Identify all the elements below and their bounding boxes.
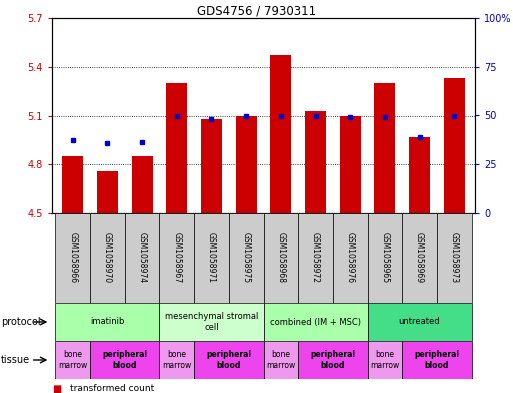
Bar [367, 341, 402, 379]
Text: GSM1058971: GSM1058971 [207, 233, 216, 283]
Text: GSM1058974: GSM1058974 [137, 232, 147, 284]
Bar [90, 213, 125, 303]
Text: mesenchymal stromal
cell: mesenchymal stromal cell [165, 312, 258, 332]
Text: GSM1058970: GSM1058970 [103, 232, 112, 284]
Text: imatinib: imatinib [90, 318, 125, 327]
Bar [63, 156, 83, 213]
Bar [444, 78, 465, 213]
Text: tissue: tissue [1, 355, 30, 365]
Text: GSM1058967: GSM1058967 [172, 232, 181, 284]
Bar [264, 303, 367, 341]
Bar [201, 119, 222, 213]
Bar [55, 341, 90, 379]
Bar [340, 116, 361, 213]
Bar [367, 303, 471, 341]
Text: GSM1058976: GSM1058976 [346, 232, 354, 284]
Text: peripheral
blood: peripheral blood [310, 350, 356, 370]
Bar [264, 213, 298, 303]
Bar [97, 171, 118, 213]
Bar [305, 110, 326, 213]
Bar [166, 83, 187, 213]
Text: GDS4756 / 7930311: GDS4756 / 7930311 [197, 4, 316, 17]
Text: GSM1058973: GSM1058973 [450, 232, 459, 284]
Bar [160, 341, 194, 379]
Bar [409, 137, 430, 213]
Text: GSM1058972: GSM1058972 [311, 233, 320, 283]
Text: GSM1058965: GSM1058965 [380, 232, 389, 284]
Bar [160, 303, 264, 341]
Text: untreated: untreated [399, 318, 440, 327]
Bar [194, 341, 264, 379]
Bar [132, 156, 152, 213]
Text: peripheral
blood: peripheral blood [415, 350, 459, 370]
Text: bone
marrow: bone marrow [162, 350, 191, 370]
Text: transformed count: transformed count [70, 384, 154, 393]
Text: GSM1058975: GSM1058975 [242, 232, 251, 284]
Bar [90, 341, 160, 379]
Text: combined (IM + MSC): combined (IM + MSC) [270, 318, 361, 327]
Text: protocol: protocol [1, 317, 41, 327]
Text: ■: ■ [52, 384, 61, 393]
Bar [264, 341, 298, 379]
Text: bone
marrow: bone marrow [266, 350, 295, 370]
Text: GSM1058968: GSM1058968 [277, 233, 285, 283]
Bar [55, 303, 160, 341]
Text: GSM1058966: GSM1058966 [68, 232, 77, 284]
Bar [298, 213, 333, 303]
Text: peripheral
blood: peripheral blood [102, 350, 147, 370]
Bar [298, 341, 367, 379]
Bar [402, 341, 471, 379]
Bar [55, 213, 90, 303]
Bar [270, 55, 291, 213]
Text: bone
marrow: bone marrow [58, 350, 87, 370]
Bar [229, 213, 264, 303]
Text: peripheral
blood: peripheral blood [206, 350, 251, 370]
Bar [236, 116, 256, 213]
Bar [125, 213, 160, 303]
Bar [194, 213, 229, 303]
Bar [367, 213, 402, 303]
Bar [437, 213, 471, 303]
Bar [333, 213, 367, 303]
Text: GSM1058969: GSM1058969 [415, 232, 424, 284]
Bar [374, 83, 395, 213]
Bar [160, 213, 194, 303]
Bar [402, 213, 437, 303]
Text: bone
marrow: bone marrow [370, 350, 400, 370]
